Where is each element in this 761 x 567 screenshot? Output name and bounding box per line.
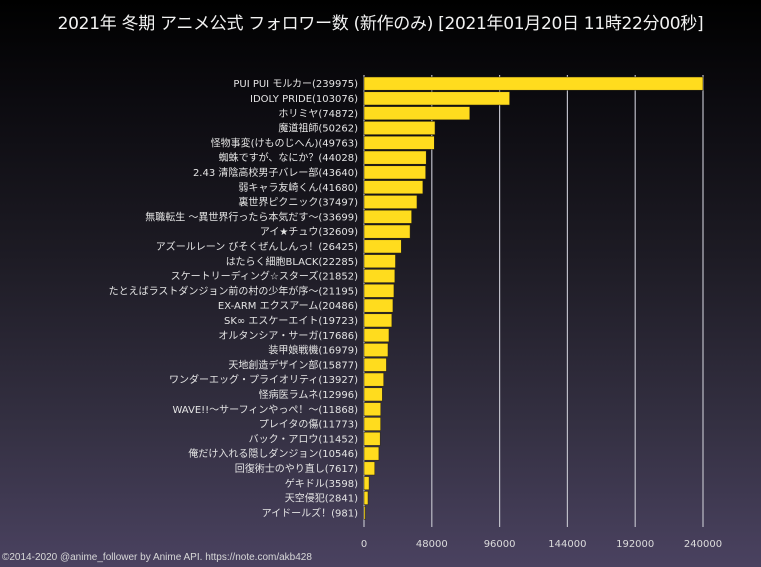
bar [363, 476, 370, 491]
bar [363, 195, 418, 209]
category-label: 怪病医ラムネ(12996) [259, 388, 358, 401]
category-label: SK∞ エスケーエイト(19723) [224, 315, 358, 327]
bar [363, 417, 381, 431]
category-label: 魔道祖師(50262) [278, 122, 358, 135]
bar [363, 328, 390, 343]
category-label: ワンダーエッグ・プライオリティ(13927) [169, 373, 358, 386]
bars [363, 76, 704, 520]
category-label: EX-ARM エクスアーム(20486) [218, 300, 358, 312]
x-tick-label: 144000 [548, 539, 586, 550]
category-label: ゲキドル(3598) [285, 478, 358, 490]
bar [363, 431, 381, 446]
bar [363, 180, 424, 195]
category-label: バック・アロウ(11452) [249, 433, 359, 445]
x-tick-label: 240000 [684, 539, 722, 550]
category-label: 回復術士のやり直し(7617) [235, 462, 358, 475]
bar [363, 283, 395, 298]
bar [363, 209, 412, 224]
bar [363, 239, 402, 254]
category-label: スケートリーディング☆スターズ(21852) [171, 270, 358, 283]
x-tick-label: 48000 [416, 539, 448, 550]
bar [363, 91, 510, 106]
category-label: 裏世界ピクニック(37497) [238, 196, 358, 209]
bar [363, 150, 427, 165]
footer-credit: ©2014-2020 @anime_follower by Anime API.… [2, 552, 312, 563]
bar [363, 165, 426, 180]
bar [363, 76, 704, 91]
bar [363, 106, 471, 121]
category-label: はたらく細胞BLACK(22285) [226, 255, 358, 268]
category-label: IDOLY PRIDE(103076) [250, 94, 358, 105]
category-label: ホリミヤ(74872) [278, 108, 358, 120]
category-label: 天地創造デザイン部(15877) [228, 358, 358, 371]
category-label: 装甲娘戦機(16979) [268, 344, 358, 357]
bar [363, 224, 411, 239]
category-label: たとえばラストダンジョン前の村の少年が序～(21195) [109, 284, 359, 297]
bar [363, 461, 376, 476]
category-label: オルタンシア・サーガ(17686) [218, 330, 358, 342]
category-label: アイドールズ！(981) [262, 506, 358, 519]
bar [363, 254, 396, 269]
bar [363, 298, 394, 313]
bar [363, 269, 396, 283]
category-label: アズールレーン びそくぜんしんっ！(26425) [156, 240, 358, 253]
x-axis-ticks: 0 48000 96000 144000 192000 240000 [361, 539, 722, 550]
category-label: PUI PUI モルカー(239975) [233, 78, 358, 90]
bar [363, 343, 389, 357]
category-label: 蜘蛛ですが、なにか？(44028) [219, 151, 359, 164]
x-tick-label: 96000 [484, 539, 516, 550]
category-label: WAVE!!～サーフィンやっぺ！～(11868) [172, 404, 358, 416]
x-tick-label: 0 [361, 539, 367, 550]
category-label: プレイタの傷(11773) [259, 418, 358, 431]
bar [363, 372, 384, 387]
bar [363, 402, 382, 417]
category-label: 2.43 清陰高校男子バレー部(43640) [193, 166, 358, 179]
category-label: アイ★チュウ(32609) [260, 226, 358, 238]
category-label: 天空侵犯(2841) [285, 492, 358, 505]
bar [363, 387, 383, 402]
bar [363, 505, 366, 520]
category-label: 怪物事変(けものじへん)(49763) [211, 136, 359, 149]
category-labels: PUI PUI モルカー(239975) IDOLY PRIDE(103076) ホ… [109, 78, 359, 519]
bar [363, 135, 435, 150]
bar [363, 446, 380, 461]
bar [363, 313, 393, 328]
bar [363, 491, 369, 505]
bar [363, 121, 436, 135]
chart-title: 2021年 冬期 アニメ公式 フォロワー数 (新作のみ) [2021年01月20… [57, 14, 704, 34]
bar [363, 357, 387, 372]
category-label: 弱キャラ友崎くん(41680) [238, 181, 358, 194]
category-label: 俺だけ入れる隠しダンジョン(10546) [188, 447, 358, 460]
category-label: 無職転生 ～異世界行ったら本気だす～(33699) [145, 210, 358, 223]
x-tick-label: 192000 [616, 539, 654, 550]
